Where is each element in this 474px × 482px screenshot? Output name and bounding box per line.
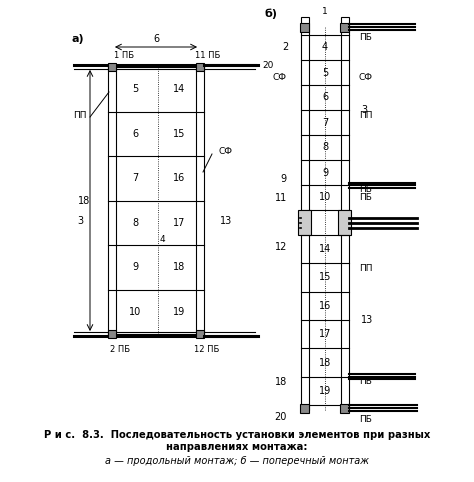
Text: ПБ: ПБ (359, 377, 372, 386)
Text: 12: 12 (274, 242, 287, 252)
Text: Р и с.  8.3.  Последовательность установки элементов при разных: Р и с. 8.3. Последовательность установки… (44, 430, 430, 440)
Text: 10: 10 (319, 192, 331, 202)
Text: а): а) (72, 34, 85, 44)
Text: 13: 13 (220, 215, 232, 226)
Text: 20: 20 (274, 412, 287, 422)
Bar (341, 17, 349, 410)
Text: ПБ: ПБ (359, 186, 372, 195)
Text: 1 ПБ: 1 ПБ (114, 52, 134, 61)
Text: 17: 17 (173, 218, 185, 228)
Bar (108, 330, 116, 338)
Text: 5: 5 (322, 67, 328, 78)
Text: 16: 16 (173, 173, 185, 183)
Text: 15: 15 (173, 129, 185, 139)
Text: 20: 20 (262, 61, 273, 69)
Bar (340, 403, 349, 413)
Bar (196, 330, 204, 338)
Text: 4: 4 (322, 42, 328, 53)
Text: 19: 19 (173, 307, 185, 317)
Text: ПП: ПП (359, 264, 373, 273)
Bar (338, 210, 352, 235)
Text: 14: 14 (319, 244, 331, 254)
Bar (301, 23, 310, 31)
Text: 15: 15 (319, 272, 331, 282)
Bar (301, 17, 309, 410)
Bar (301, 403, 310, 413)
Text: 11: 11 (275, 193, 287, 203)
Bar (196, 63, 204, 71)
Bar (108, 63, 116, 71)
Text: 2 ПБ: 2 ПБ (110, 346, 130, 354)
Text: 8: 8 (132, 218, 138, 228)
Text: 8: 8 (322, 143, 328, 152)
Text: 3: 3 (77, 215, 83, 226)
Text: 9: 9 (322, 168, 328, 177)
Bar (196, 67, 204, 334)
Text: 6: 6 (132, 129, 138, 139)
Text: б): б) (265, 9, 278, 19)
Text: ПБ: ПБ (359, 415, 372, 425)
Text: 6: 6 (153, 34, 159, 44)
Text: 18: 18 (78, 196, 90, 205)
Text: 13: 13 (361, 315, 373, 325)
Text: 6: 6 (322, 93, 328, 103)
Text: 12 ПБ: 12 ПБ (194, 346, 219, 354)
Text: ПП: ПП (73, 110, 87, 120)
Text: 2: 2 (283, 42, 289, 53)
Bar (340, 23, 349, 31)
Text: а — продольный монтаж; б — поперечный монтаж: а — продольный монтаж; б — поперечный мо… (105, 456, 369, 466)
Text: 7: 7 (322, 118, 328, 128)
Text: СФ: СФ (359, 72, 373, 81)
Text: 3: 3 (361, 105, 367, 115)
Text: ПП: ПП (359, 110, 373, 120)
Text: 4: 4 (159, 236, 165, 244)
Text: 17: 17 (319, 329, 331, 339)
Text: 1: 1 (322, 6, 328, 15)
Text: СФ: СФ (219, 147, 233, 157)
Bar (108, 67, 116, 334)
Text: СФ: СФ (273, 72, 287, 81)
Text: 11 ПБ: 11 ПБ (195, 52, 220, 61)
Text: 5: 5 (132, 84, 138, 94)
Text: направлениях монтажа:: направлениях монтажа: (166, 442, 308, 452)
Text: 7: 7 (132, 173, 138, 183)
Text: 9: 9 (281, 174, 287, 184)
Text: 19: 19 (319, 386, 331, 396)
Text: 18: 18 (173, 262, 185, 272)
Text: 9: 9 (132, 262, 138, 272)
Text: 16: 16 (319, 301, 331, 311)
Bar (299, 210, 311, 235)
Text: ПБ: ПБ (359, 193, 372, 202)
Text: 18: 18 (319, 358, 331, 367)
Text: 14: 14 (173, 84, 185, 94)
Text: 18: 18 (275, 376, 287, 387)
Text: ПБ: ПБ (359, 32, 372, 41)
Text: 10: 10 (129, 307, 141, 317)
